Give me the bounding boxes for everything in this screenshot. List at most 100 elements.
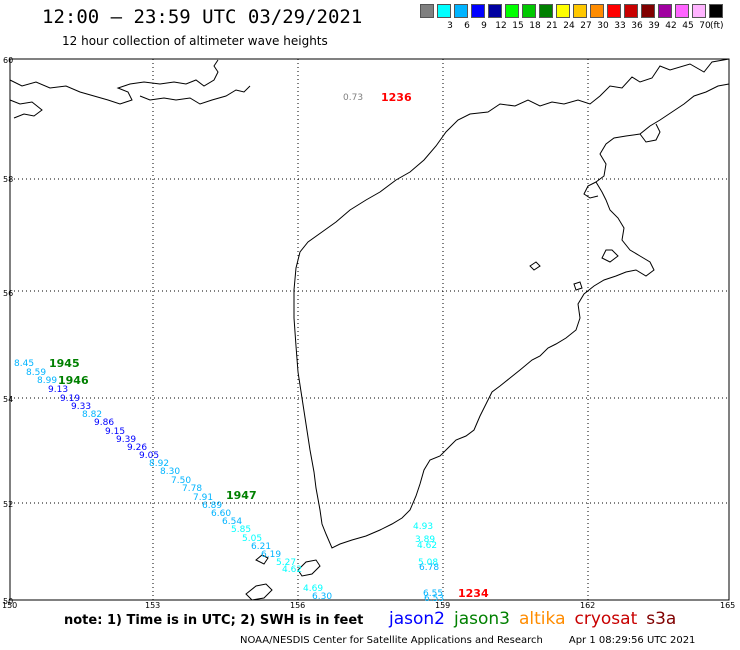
graticule (10, 59, 729, 600)
wave-height-value: 9.19 (60, 394, 81, 404)
color-scale-label: 3 (447, 21, 453, 31)
mainland-coast (293, 58, 730, 549)
island (297, 559, 321, 577)
color-scale-label: 39 (648, 21, 660, 31)
color-swatch (488, 4, 502, 18)
color-swatch (641, 4, 655, 18)
color-swatch (471, 4, 485, 18)
color-swatch (607, 4, 621, 18)
wave-height-value: 9.26 (127, 443, 148, 453)
color-scale-label: 6 (464, 21, 470, 31)
color-swatch (692, 4, 706, 18)
satellite-legend-item: jason2 (389, 609, 445, 629)
longitude-tick-label: 165 (720, 601, 736, 610)
color-scale-label: 33 (614, 21, 626, 31)
wave-height-value: 8.30 (160, 467, 181, 477)
longitude-tick-label: 162 (580, 601, 596, 610)
northern-coast (9, 59, 219, 105)
satellite-legend-item: s3a (646, 609, 677, 629)
footer: NOAA/NESDIS Center for Satellite Applica… (240, 635, 695, 646)
wave-height-value: 8.92 (149, 459, 170, 469)
northern-coast (9, 99, 43, 119)
color-scale-label: 70 (699, 21, 711, 31)
wave-height-value: 8.99 (37, 376, 58, 386)
wave-height-value: 3.89 (415, 535, 436, 545)
color-scale-label: 9 (481, 21, 487, 31)
wave-height-value: 4.62 (417, 541, 438, 551)
color-scale-label: 36 (631, 21, 643, 31)
coast-detail (639, 123, 661, 143)
wave-height-value: 4.62 (282, 565, 303, 575)
color-scale-label: 42 (665, 21, 677, 31)
wave-height-value: 9.15 (105, 427, 126, 437)
color-swatch (709, 4, 723, 18)
wave-height-value: 6.21 (251, 542, 272, 552)
wave-height-value: 6.30 (312, 592, 333, 602)
color-swatch (624, 4, 638, 18)
island (245, 583, 273, 601)
wave-height-value: 6.60 (211, 509, 232, 519)
footer-timestamp: Apr 1 08:29:56 UTC 2021 (568, 635, 696, 646)
color-swatch (573, 4, 587, 18)
wave-height-value: 8.82 (82, 410, 103, 420)
color-swatch (505, 4, 519, 18)
satellite-legend-item: jason3 (454, 609, 510, 629)
color-scale-unit: (ft) (710, 21, 724, 31)
wave-height-value: 9.13 (48, 385, 69, 395)
pass-time-label: 1945 (49, 357, 80, 370)
map-subtitle: 12 hour collection of altimeter wave hei… (62, 34, 328, 48)
wave-height-value: 5.05 (242, 534, 263, 544)
coastline (9, 58, 730, 601)
wave-height-value: 9.33 (71, 402, 92, 412)
wave-height-value: 4.69 (303, 584, 324, 594)
color-swatch (675, 4, 689, 18)
pass-time-label: 1234 (458, 587, 489, 600)
longitude-tick-label: 156 (290, 601, 306, 610)
pass-time-label: 1947 (226, 489, 257, 502)
wave-height-value: 6.89 (202, 501, 223, 511)
wave-height-value: 5.85 (231, 525, 252, 535)
wave-height-value: 6.53 (424, 594, 445, 604)
color-scale-label: 27 (580, 21, 592, 31)
wave-height-value: 5.08 (418, 558, 439, 568)
latitude-tick-label: 60 (3, 56, 14, 65)
coast-detail (583, 181, 599, 199)
coast-detail (601, 249, 619, 263)
wave-height-value: 6.78 (419, 563, 440, 573)
satellite-legend: jason2 jason3 altika cryosat s3a (389, 609, 685, 629)
longitude-tick-label: 159 (435, 601, 451, 610)
longitude-tick-label: 153 (145, 601, 161, 610)
color-swatch (437, 4, 451, 18)
latitude-tick-label: 56 (3, 289, 14, 298)
wave-height-value: 9.86 (94, 418, 115, 428)
color-swatch (420, 4, 434, 18)
color-scale-label: 45 (682, 21, 694, 31)
wave-height-value: 8.45 (14, 359, 35, 369)
wave-height-value: 0.73 (343, 93, 364, 103)
pass-time-label: 1946 (58, 374, 89, 387)
wave-height-value: 7.91 (193, 493, 214, 503)
wave-height-value: 6.19 (261, 550, 282, 560)
island (529, 261, 541, 271)
color-scale-label: 12 (495, 21, 507, 31)
color-scale-label: 15 (512, 21, 524, 31)
wave-height-value: 7.50 (171, 476, 192, 486)
color-swatch (590, 4, 604, 18)
wave-height-value: 6.54 (222, 517, 243, 527)
color-scale-label: 18 (529, 21, 541, 31)
map-canvas (9, 58, 730, 601)
map-title: 12:00 – 23:59 UTC 03/29/2021 (42, 6, 363, 28)
color-scale-label: 24 (563, 21, 575, 31)
wave-height-value: 5.27 (276, 558, 297, 568)
longitude-tick-label: 150 (2, 601, 18, 610)
wave-height-value: 8.59 (26, 368, 47, 378)
pass-time-label: 1236 (381, 91, 412, 104)
satellite-legend-item: altika (519, 609, 566, 629)
color-scale-label: 30 (597, 21, 609, 31)
color-swatch (539, 4, 553, 18)
northern-coast (139, 85, 251, 105)
wave-height-value: 6.55 (423, 589, 444, 599)
map-frame (9, 58, 730, 601)
color-scale-label: 21 (546, 21, 558, 31)
latitude-tick-label: 52 (3, 500, 14, 509)
